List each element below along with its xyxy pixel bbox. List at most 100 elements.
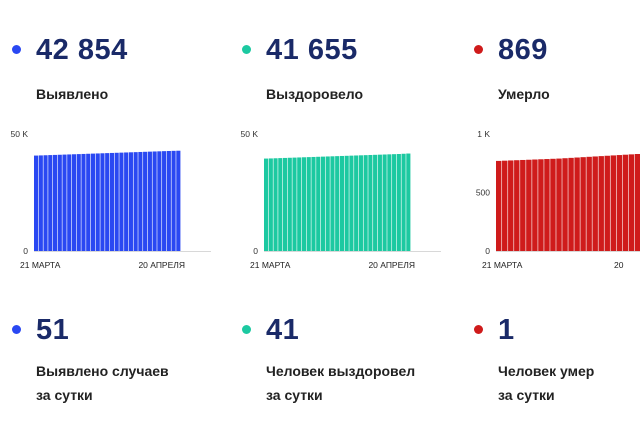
recovered-daily-dot-icon [242,325,251,334]
confirmed-bar [95,153,100,251]
deaths-daily-label-2: за сутки [498,387,555,403]
recovered-bar [273,158,278,251]
recovered-bar [320,156,326,251]
deaths-bar [604,155,610,251]
recovered-bar [330,156,335,251]
deaths-chart: 1 K 500 0 21 МАРТА 20 [476,129,640,270]
panel-recovered: 41 655 Выздоровело 50 K 0 21 МАРТА 20 АПРЕЛ… [230,0,460,427]
deaths-bar [598,156,604,251]
recovered-dot-icon [242,45,251,54]
deaths-daily-dot-icon [474,325,483,334]
confirmed-bar [143,151,148,251]
recovered-bar [373,154,378,251]
confirmed-bar [166,150,171,251]
recovered-bar [287,157,292,251]
deaths-label: Умерло [498,86,550,102]
recovered-bar [339,155,345,251]
deaths-dot-icon [474,45,483,54]
recovered-bar [335,156,340,251]
recovered-bar [278,158,283,251]
recovered-bar [387,154,392,251]
panel-deaths: 869 Умерло 1 K 500 0 21 МАРТА 20 1 Человек у… [462,0,640,427]
deaths-bar [556,158,562,251]
recovered-bar [264,158,269,251]
recovered-bar [297,157,302,251]
confirmed-bar [133,152,138,251]
recovered-bar [292,157,297,251]
confirmed-bar [171,150,176,251]
recovered-daily-label-1: Человек выздоровел [266,363,416,379]
confirmed-daily-value: 51 [36,314,70,346]
confirmed-x-tick: 20 АПРЕЛЯ [138,260,185,270]
confirmed-bar [100,153,105,251]
recovered-bar [349,155,354,251]
confirmed-bar [105,153,110,251]
confirmed-bar [162,151,167,251]
confirmed-bar [34,155,39,251]
recovered-daily-value: 41 [266,314,300,346]
confirmed-bar [124,152,129,251]
confirmed-bar [43,155,48,251]
confirmed-bar [128,152,133,251]
confirmed-bar [62,154,67,251]
deaths-bar [502,160,508,251]
recovered-bar [268,158,273,251]
deaths-bar [496,160,502,251]
panel-confirmed: 42 854 Выявлено 50 K 0 21 МАРТА 20 АПРЕЛЯ 5… [0,0,230,427]
recovered-bar [354,155,359,251]
deaths-bar [580,157,586,251]
recovered-bar [363,155,368,251]
deaths-bar [574,157,580,251]
deaths-bar [622,154,629,251]
deaths-bar [544,159,550,251]
recovered-chart: 50 K 0 21 МАРТА 20 АПРЕЛЯ [241,129,441,270]
confirmed-bar [48,155,53,251]
confirmed-bar [176,150,181,251]
deaths-bar [568,157,574,251]
deaths-bar [586,156,592,251]
recovered-bar [392,154,397,251]
recovered-bar [401,153,406,251]
deaths-y-tick: 500 [476,188,490,198]
confirmed-bar [138,151,143,251]
deaths-bar [628,154,635,251]
confirmed-bar [119,152,124,251]
recovered-label: Выздоровело [266,86,364,102]
confirmed-bar [147,151,152,251]
deaths-bar [538,159,544,251]
deaths-x-tick: 20 [614,260,624,270]
recovered-total: 41 655 [266,34,358,66]
confirmed-bar [57,154,62,251]
confirmed-y-tick: 0 [23,246,28,256]
confirmed-chart: 50 K 0 21 МАРТА 20 АПРЕЛЯ [11,129,211,270]
recovered-bar [301,157,307,251]
deaths-bar [550,158,556,251]
recovered-bar [358,155,363,251]
deaths-bar [526,159,532,251]
recovered-bar [282,157,288,251]
recovered-bar [316,156,321,251]
recovered-y-tick: 50 K [241,129,259,139]
deaths-total: 869 [498,34,548,66]
confirmed-label: Выявлено [36,86,109,102]
recovered-bar [306,157,311,251]
confirmed-bar [76,154,81,251]
recovered-bar [368,154,373,251]
recovered-bar [406,153,411,251]
confirmed-bar [152,151,157,251]
deaths-bar [508,160,514,251]
confirmed-bar [114,152,119,251]
confirmed-bar [86,153,91,251]
confirmed-dot-icon [12,45,21,54]
deaths-bar [514,160,520,251]
confirmed-bar [157,151,162,251]
confirmed-total: 42 854 [36,34,128,66]
confirmed-bar [90,153,96,251]
confirmed-y-tick: 50 K [11,129,29,139]
confirmed-daily-dot-icon [12,325,21,334]
deaths-bar [532,159,538,251]
deaths-bar [634,154,640,251]
deaths-bar [610,155,616,251]
recovered-daily-label-2: за сутки [266,387,323,403]
deaths-daily-label-1: Человек умер [498,363,595,379]
